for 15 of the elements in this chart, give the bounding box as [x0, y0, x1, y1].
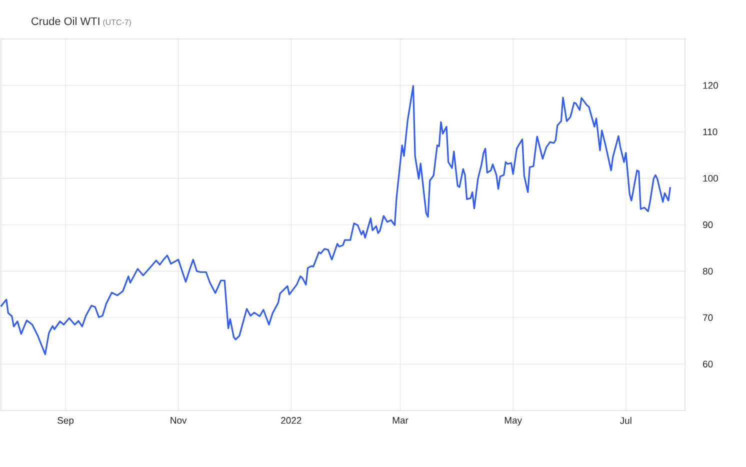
x-tick-label: Nov [170, 416, 187, 424]
x-tick-label: Mar [392, 416, 408, 424]
x-tick-label: May [504, 416, 522, 426]
y-tick-label: 120 [703, 82, 718, 89]
x-tick-label: Sep [58, 416, 74, 426]
y-tick-label: 90 [703, 221, 713, 228]
y-tick-label: 70 [703, 314, 713, 321]
y-tick-label: 100 [703, 174, 718, 182]
line-series [0, 84, 672, 355]
y-tick-label: 110 [703, 128, 718, 135]
x-tick-label: 2022 [281, 416, 302, 424]
chart-title: Crude Oil WTI [32, 16, 100, 25]
x-tick-label: Jul [620, 416, 632, 424]
y-tick-label: 60 [703, 360, 713, 368]
y-tick-label: 80 [702, 268, 713, 274]
